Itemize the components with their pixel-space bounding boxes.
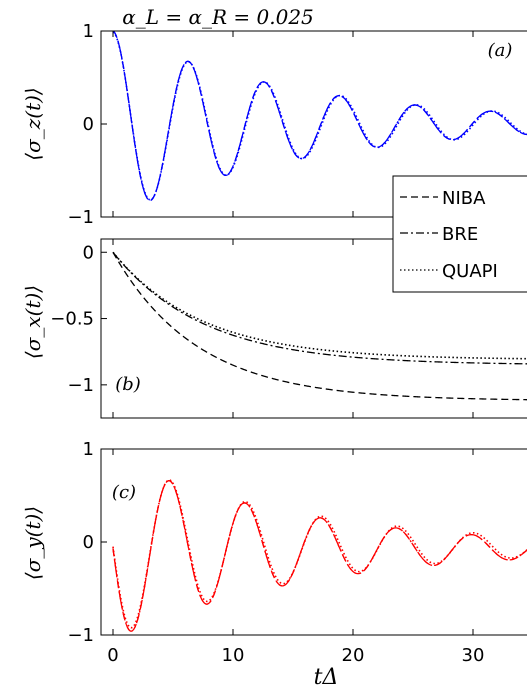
legend-label-bre: BRE [442,224,478,245]
figure-title: α_L = α_R = 0.025 [122,5,314,29]
series-line-bre [112,480,527,632]
y-tick-label: 0 [83,114,94,135]
x-tick-label: 30 [462,645,485,666]
y-tick-label: 0 [83,532,94,553]
panel-sigma-x: 0 −0.5 −1 [50,238,527,419]
y-tick-label: −0.5 [50,309,94,330]
x-tick-label: 10 [222,645,245,666]
series-line-niba [112,251,527,401]
legend-label-quapi: QUAPI [442,261,498,282]
ylabel-sigma-x: ⟨σ_x(t)⟩ [21,285,45,359]
y-tick-label: −1 [67,207,94,228]
legend: NIBA BRE QUAPI [392,175,527,293]
panel-sigma-y: 10−10 10 20 30 [67,439,527,666]
axes-frame [100,448,527,636]
x-tick-label: 0 [107,645,118,666]
x-tick-label: 20 [342,645,365,666]
ylabel-sigma-y: ⟨σ_y(t)⟩ [21,506,45,580]
series-line-bre [112,251,527,365]
legend-label-niba: NIBA [442,188,486,209]
y-tick-label: 1 [83,439,94,460]
panel-label-a: (a) [488,40,513,61]
y-tick-label: 0 [83,242,94,263]
series-line-niba [112,31,527,202]
panel-label-c: (c) [112,482,136,503]
series-line-quapi [112,479,527,629]
series-line-quapi [112,251,527,360]
ylabel-sigma-z: ⟨σ_z(t)⟩ [21,87,45,160]
series-line-bre [112,31,527,202]
panel-label-b: (b) [115,374,141,395]
axes-frame [100,238,527,419]
y-tick-label: −1 [67,625,94,646]
series-line-niba [112,480,527,632]
legend-box [392,175,527,293]
xlabel: tΔ [314,665,339,690]
y-tick-label: 1 [83,21,94,42]
panel-sigma-z: 1 0 −1 [67,21,527,228]
y-tick-label: −1 [67,375,94,396]
series-line-quapi [112,31,527,201]
